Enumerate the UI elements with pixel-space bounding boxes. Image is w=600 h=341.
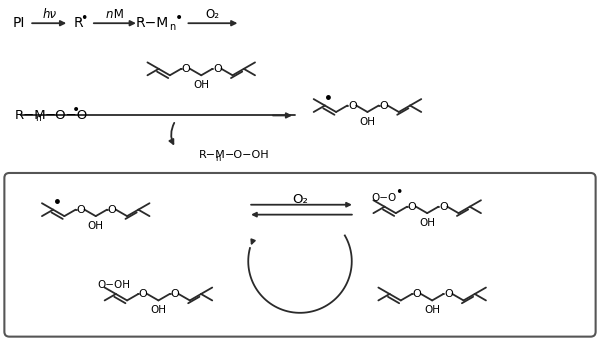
Text: R−M: R−M	[199, 150, 225, 160]
Text: −O−OH: −O−OH	[224, 150, 269, 160]
Text: •: •	[53, 196, 62, 210]
Text: R: R	[73, 16, 83, 30]
Text: O: O	[444, 289, 453, 299]
Text: O: O	[413, 289, 421, 299]
Text: O−OH: O−OH	[97, 280, 130, 290]
Text: O₂: O₂	[292, 193, 308, 206]
Text: •: •	[175, 11, 182, 25]
Text: O−O: O−O	[371, 193, 396, 203]
Text: O: O	[213, 64, 222, 74]
Text: O: O	[170, 289, 179, 299]
Text: hν: hν	[42, 8, 56, 21]
Text: n: n	[169, 22, 176, 32]
Text: O₂: O₂	[205, 8, 220, 21]
Text: n: n	[35, 114, 41, 123]
Text: O: O	[439, 202, 448, 212]
Text: OH: OH	[419, 218, 435, 228]
Text: •: •	[325, 92, 334, 106]
Text: PI: PI	[13, 16, 25, 30]
FancyBboxPatch shape	[4, 173, 596, 337]
Text: −O−O: −O−O	[44, 109, 88, 122]
Text: O: O	[182, 64, 190, 74]
Text: OH: OH	[151, 305, 166, 315]
Text: O: O	[407, 202, 416, 212]
Text: O: O	[379, 101, 388, 110]
Text: R−M: R−M	[14, 109, 46, 122]
Text: OH: OH	[193, 80, 209, 90]
Text: •: •	[80, 12, 88, 25]
Text: •: •	[395, 186, 402, 199]
Text: OH: OH	[424, 305, 440, 315]
Text: OH: OH	[88, 221, 104, 231]
Text: M: M	[110, 8, 124, 21]
Text: O: O	[348, 101, 356, 110]
Text: n: n	[215, 153, 221, 163]
Text: O: O	[76, 205, 85, 215]
Text: •: •	[72, 103, 80, 118]
Text: O: O	[107, 205, 116, 215]
Text: R−M: R−M	[136, 16, 169, 30]
Text: OH: OH	[359, 117, 376, 127]
Text: n: n	[105, 8, 113, 21]
Text: O: O	[139, 289, 148, 299]
